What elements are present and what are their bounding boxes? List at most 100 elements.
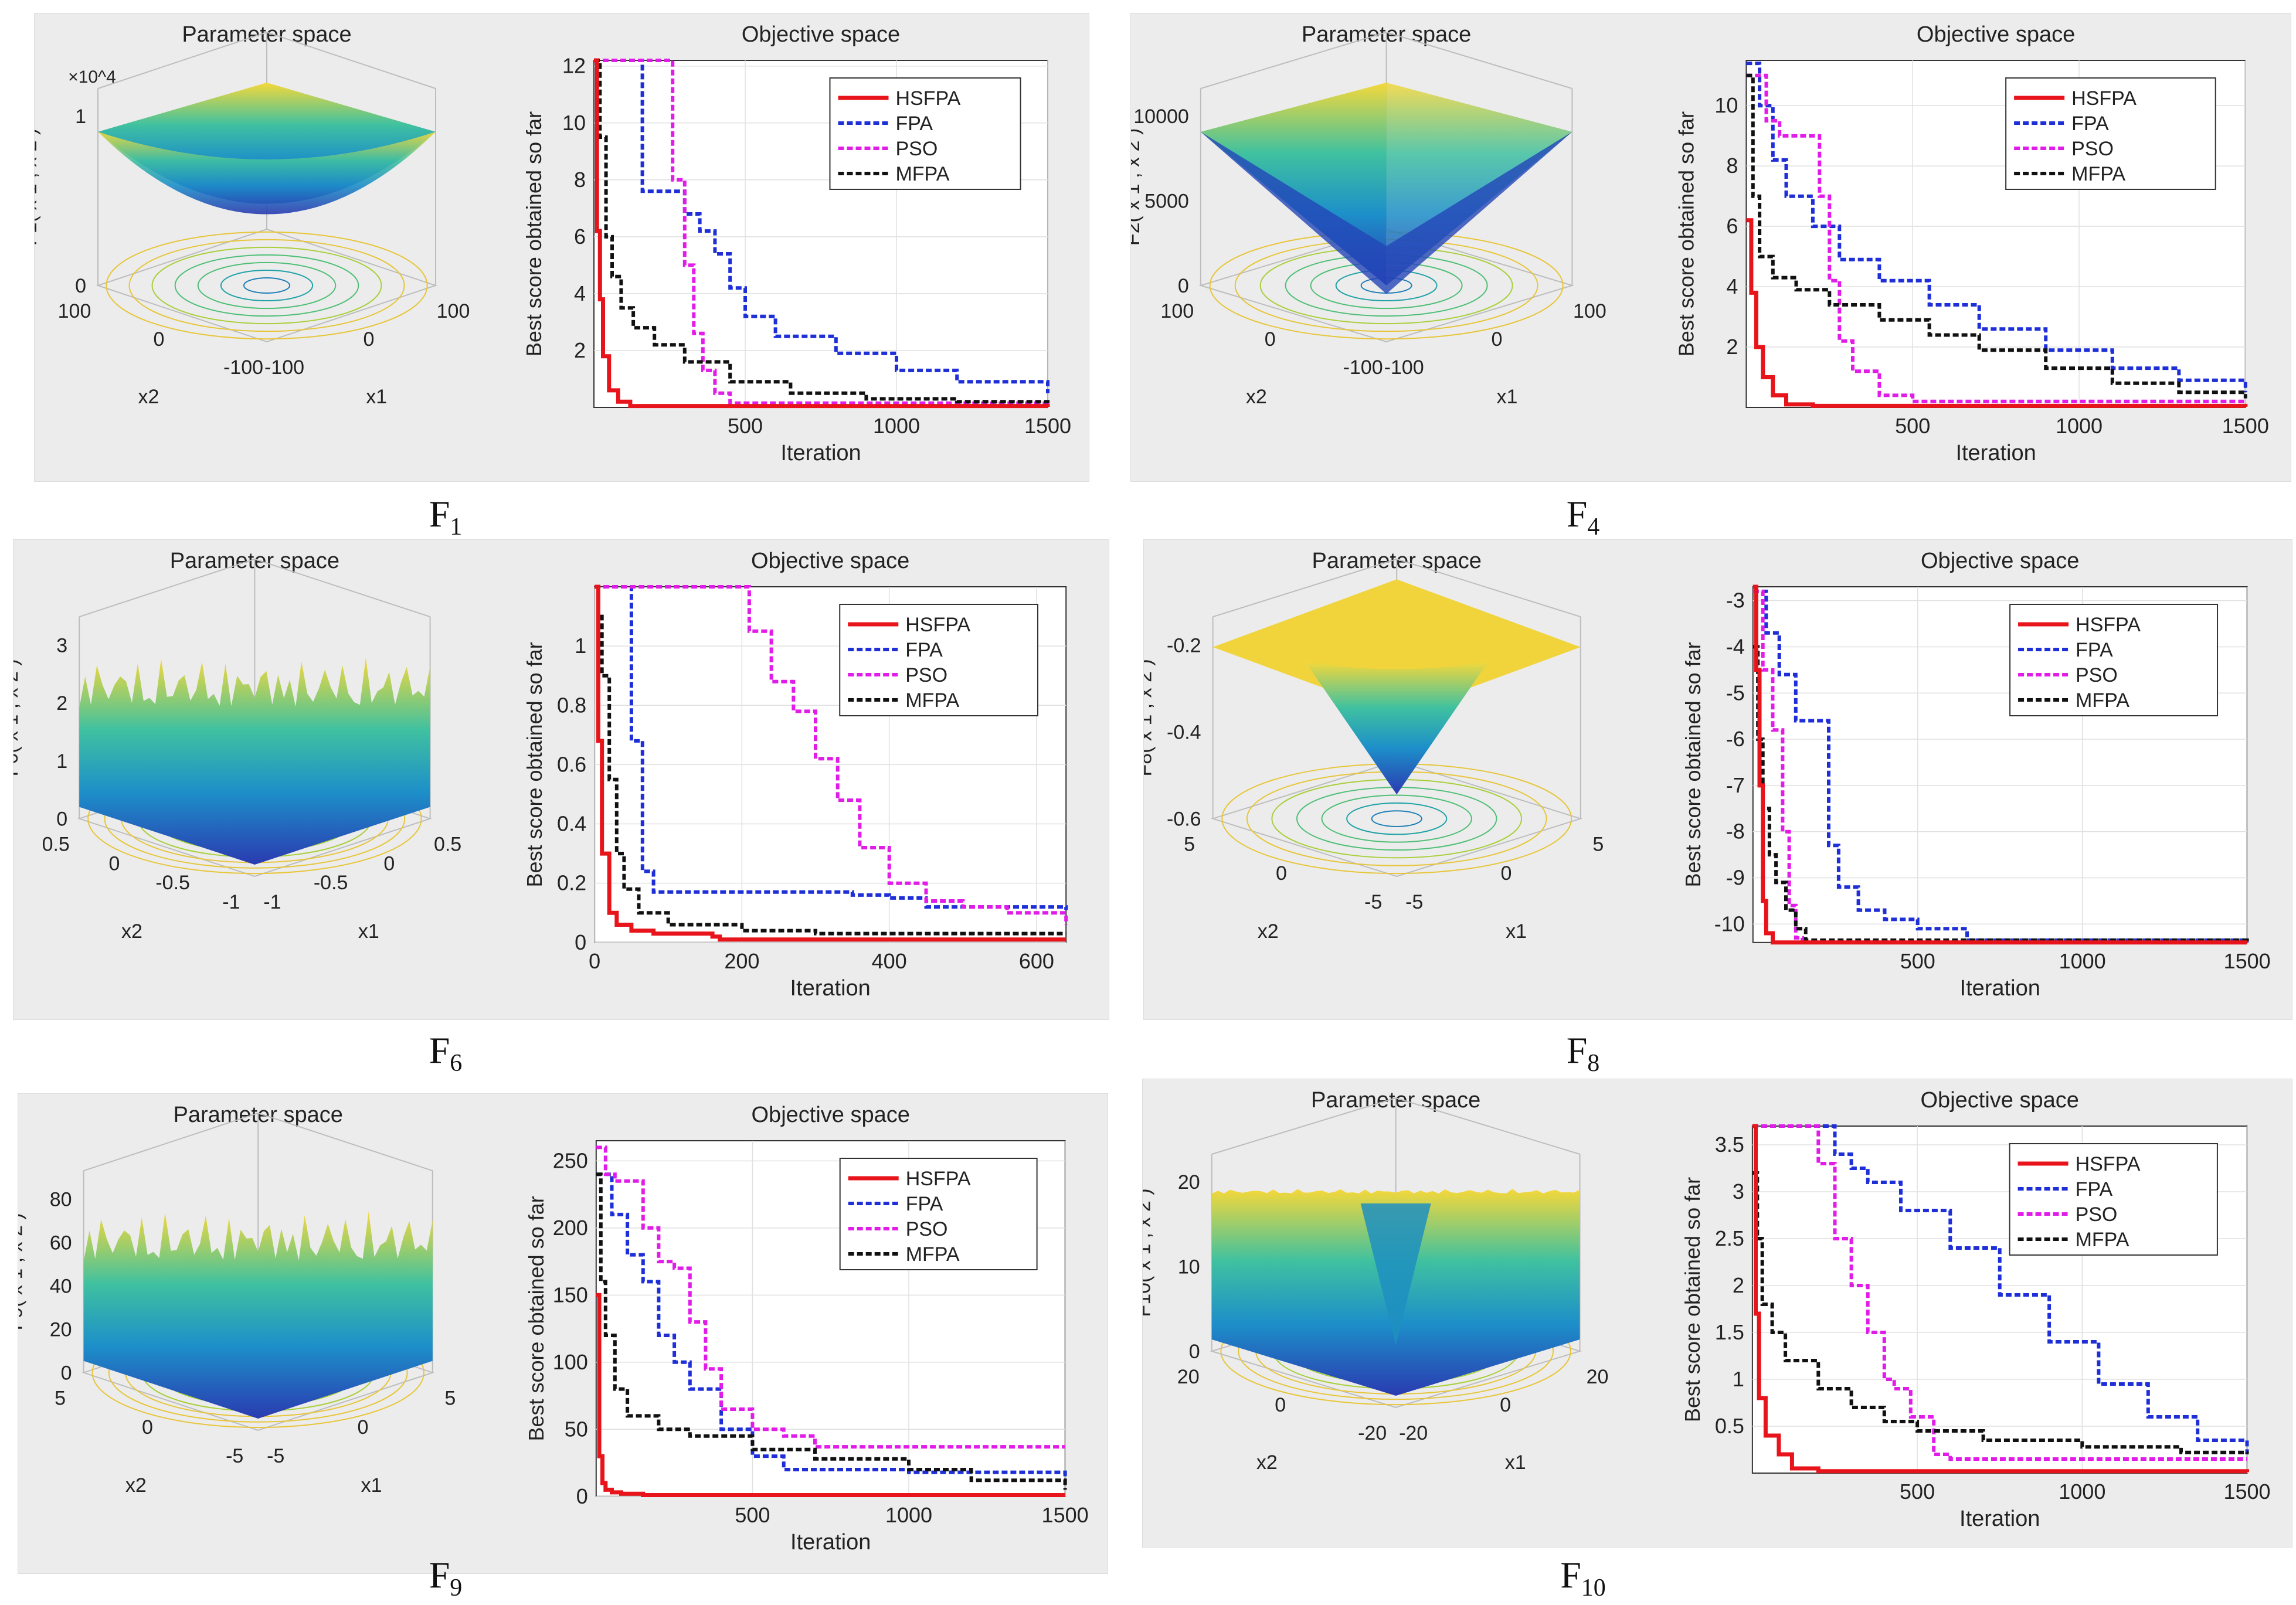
x2-axis-label: x2 [138, 386, 159, 408]
y-tick-label: 1 [575, 634, 586, 658]
y-tick-label: 6 [574, 225, 586, 249]
legend-label: HSFPA [895, 87, 960, 110]
y-tick-label: 8 [1726, 154, 1738, 178]
y-tick-label: 2 [1733, 1273, 1744, 1297]
x1-tick-label: -5 [1405, 891, 1423, 913]
caption-letter: F [1566, 493, 1588, 535]
series-mfpa [1746, 73, 2247, 399]
panel-F8: Parameter space-0.6-0.4-0.2F8( x 1 , x 2… [1134, 539, 2292, 1020]
x-tick-label: 500 [1900, 949, 1935, 973]
series-hsfpa [594, 58, 1050, 409]
caption-index: 4 [1587, 513, 1600, 540]
series-pso [1752, 1124, 2247, 1461]
z-tick-label: 0 [1189, 1341, 1200, 1363]
x-axis-label: Iteration [1959, 1507, 2040, 1531]
x2-tick-label: 100 [58, 300, 91, 322]
x-tick-label: 500 [735, 1503, 770, 1527]
x1-tick-label: 5 [1592, 834, 1604, 856]
x2-tick-label: 0 [1275, 1394, 1286, 1416]
x-tick-label: 1500 [1042, 1503, 1089, 1527]
z-axis-label: F9( x 1 , x 2 ) [18, 1213, 27, 1330]
caption-letter: F [429, 1554, 450, 1596]
y-axis-label: Best score obtained so far [522, 111, 546, 356]
x1-tick-label: 5 [444, 1388, 456, 1410]
panel-caption: F6 [328, 1029, 563, 1077]
surface-plot [1200, 83, 1572, 294]
x2-axis-label: x2 [125, 1474, 147, 1497]
z-tick-label: 1 [75, 106, 86, 128]
surface-plot [1212, 579, 1581, 795]
z-tick-label: -0.6 [1167, 808, 1201, 831]
x-tick-label: 0 [589, 949, 600, 973]
x1-tick-label: 100 [1573, 300, 1606, 322]
x-tick-label: 1000 [885, 1503, 932, 1527]
series-mfpa [1752, 1171, 2249, 1454]
x-tick-label: 600 [1019, 949, 1054, 973]
x-axis-label: Iteration [780, 441, 861, 465]
x1-axis-label: x1 [361, 1474, 382, 1497]
x1-tick-label: 20 [1587, 1366, 1609, 1388]
y-tick-label: 0.6 [557, 752, 586, 776]
z-axis-label: F1( x 1 , x 2 ) [35, 128, 41, 246]
legend-label: MFPA [2071, 163, 2125, 185]
caption-index: 1 [450, 513, 463, 540]
x2-tick-label: 0 [108, 852, 120, 875]
legend-label: FPA [906, 1193, 943, 1215]
x1-tick-label: 0.5 [434, 834, 461, 856]
z-tick-label: -0.2 [1167, 634, 1201, 657]
x2-tick-label: -5 [1364, 891, 1382, 913]
legend-label: HSFPA [905, 614, 970, 636]
legend-label: PSO [905, 664, 947, 686]
objective-space-title: Objective space [742, 22, 900, 47]
x-tick-label: 1500 [2222, 414, 2269, 438]
series-fpa [1746, 62, 2247, 393]
z-tick-label: 1 [56, 750, 67, 773]
legend-label: FPA [2076, 639, 2113, 661]
z-tick-label: 80 [50, 1188, 72, 1210]
x-tick-label: 200 [724, 949, 759, 973]
y-tick-label: -5 [1726, 681, 1745, 705]
z-tick-label: 2 [56, 692, 67, 715]
z-tick-label: 5000 [1144, 191, 1189, 213]
x1-axis-label: x1 [366, 386, 387, 408]
legend-label: MFPA [895, 163, 949, 185]
surface-plot [1211, 1189, 1580, 1396]
x-tick-label: 1000 [2056, 414, 2103, 438]
series-hsfpa [1746, 218, 2248, 408]
y-tick-label: 1 [1733, 1367, 1744, 1391]
z-tick-label: 20 [1178, 1171, 1200, 1193]
x2-tick-label: 20 [1177, 1366, 1200, 1388]
x2-tick-label: 0.5 [42, 834, 70, 856]
caption-index: 6 [450, 1049, 463, 1077]
x2-axis-label: x2 [121, 920, 142, 943]
y-tick-label: 100 [553, 1350, 588, 1374]
x2-tick-label: 5 [55, 1388, 66, 1410]
x2-axis-label: x2 [1258, 920, 1279, 943]
y-tick-label: -10 [1714, 912, 1745, 936]
x2-tick-label: 0 [1276, 862, 1287, 885]
y-tick-label: 12 [562, 54, 586, 78]
x1-tick-label: 0 [1500, 1394, 1511, 1416]
y-tick-label: 0 [576, 1484, 588, 1508]
y-tick-label: 8 [574, 168, 586, 192]
legend-label: PSO [2076, 664, 2118, 686]
series-hsfpa [1752, 584, 2247, 945]
x2-tick-label: -100 [223, 356, 263, 379]
y-tick-label: -6 [1726, 727, 1745, 751]
x-tick-label: 1500 [2224, 949, 2271, 973]
caption-index: 10 [1581, 1574, 1606, 1601]
z-tick-label: 0 [1178, 275, 1189, 297]
y-tick-label: 3.5 [1715, 1133, 1744, 1157]
y-tick-label: 1.5 [1715, 1320, 1744, 1344]
z-tick-label: 3 [56, 634, 67, 657]
y-tick-label: 4 [1726, 274, 1738, 298]
x2-tick-label: 0 [1265, 328, 1276, 351]
legend-label: MFPA [2076, 689, 2129, 712]
x1-axis-label: x1 [1497, 386, 1518, 408]
legend-label: MFPA [2076, 1229, 2129, 1251]
x1-tick-label: 0 [358, 1416, 369, 1439]
objective-space-title: Objective space [751, 549, 909, 573]
